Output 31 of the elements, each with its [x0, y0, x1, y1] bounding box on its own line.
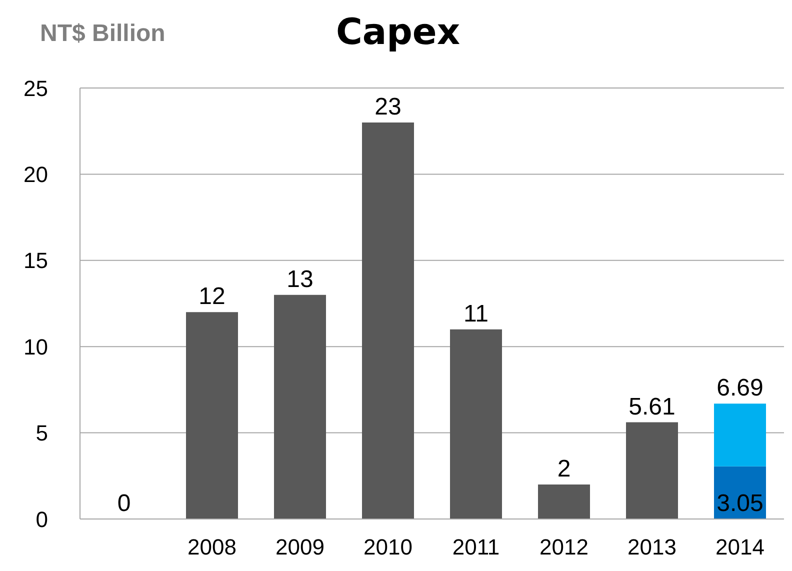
x-tick-label: 2014 — [716, 534, 764, 560]
bar — [450, 329, 502, 519]
data-label: 2 — [557, 456, 571, 483]
y-tick-label: 10 — [24, 334, 48, 360]
y-tick-label: 25 — [24, 76, 48, 101]
y-tick-label: 0 — [36, 506, 48, 532]
total-label: 6.69 — [716, 374, 764, 402]
data-label: 12 — [198, 283, 226, 310]
y-tick-label: 5 — [36, 420, 48, 446]
bar — [538, 484, 590, 519]
y-tick-label: 15 — [24, 248, 48, 274]
x-tick-label: 2011 — [452, 534, 500, 560]
bar — [274, 294, 326, 519]
bar — [626, 422, 678, 519]
data-label: 23 — [374, 93, 402, 120]
bar — [186, 312, 238, 519]
data-label: 13 — [286, 266, 314, 293]
bar — [714, 404, 766, 466]
data-label: 3.05 — [716, 490, 764, 517]
x-tick-label: 2008 — [188, 534, 236, 560]
y-tick-label: 20 — [24, 162, 48, 188]
bar — [362, 122, 414, 519]
data-label: 0 — [117, 490, 131, 517]
x-tick-label: 2012 — [540, 534, 588, 560]
x-tick-label: 2013 — [628, 534, 676, 560]
data-label: 5.61 — [628, 393, 676, 420]
x-tick-label: 2009 — [276, 534, 324, 560]
chart-title: Capex — [336, 12, 460, 53]
x-tick-label: 2010 — [364, 534, 412, 560]
y-axis-title: NT$ Billion — [40, 20, 166, 48]
data-label: 11 — [464, 300, 488, 328]
